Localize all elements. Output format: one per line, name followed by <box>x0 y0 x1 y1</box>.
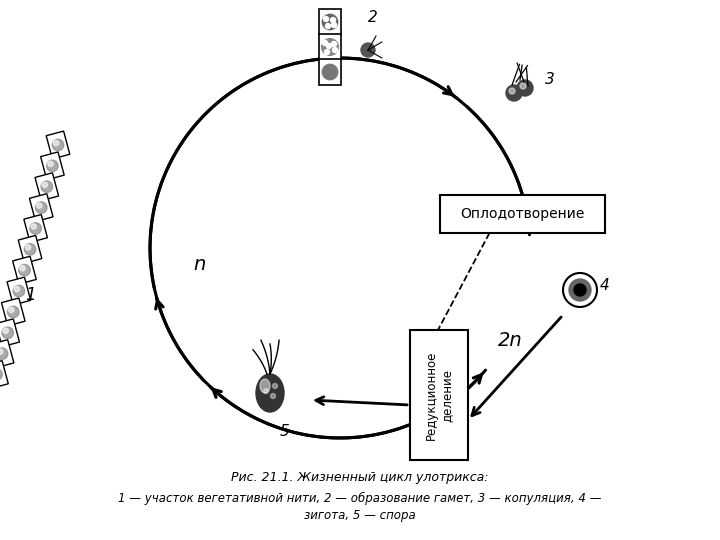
Text: 1 — участок вегетативной нити, 2 — образование гамет, 3 — копуляция, 4 —: 1 — участок вегетативной нити, 2 — образ… <box>118 491 602 504</box>
Circle shape <box>569 279 591 301</box>
Polygon shape <box>0 361 9 388</box>
Circle shape <box>24 244 36 255</box>
Circle shape <box>25 245 31 250</box>
Circle shape <box>9 307 14 313</box>
Circle shape <box>323 40 328 45</box>
Circle shape <box>30 222 41 234</box>
Text: Редукционное
деление: Редукционное деление <box>425 350 454 440</box>
Circle shape <box>3 328 9 334</box>
Circle shape <box>322 39 338 56</box>
Ellipse shape <box>260 379 270 393</box>
Circle shape <box>7 306 19 318</box>
Circle shape <box>19 265 30 276</box>
Circle shape <box>331 23 336 28</box>
Bar <box>319 9 341 35</box>
Circle shape <box>361 43 375 57</box>
Circle shape <box>47 160 58 172</box>
Circle shape <box>2 327 14 339</box>
Circle shape <box>326 44 331 49</box>
Circle shape <box>37 203 42 208</box>
Polygon shape <box>13 256 36 284</box>
Text: Оплодотворение: Оплодотворение <box>460 207 585 221</box>
Circle shape <box>264 388 269 394</box>
Bar <box>319 59 341 85</box>
Circle shape <box>13 285 24 297</box>
Circle shape <box>517 80 533 96</box>
Circle shape <box>0 369 2 380</box>
Circle shape <box>325 24 330 29</box>
Circle shape <box>271 394 276 399</box>
Bar <box>410 330 468 460</box>
Circle shape <box>41 181 53 192</box>
Circle shape <box>0 349 3 354</box>
Circle shape <box>506 85 522 101</box>
Polygon shape <box>1 298 25 326</box>
Circle shape <box>323 14 338 30</box>
Polygon shape <box>18 235 42 263</box>
Circle shape <box>520 83 526 89</box>
Circle shape <box>31 224 36 229</box>
Circle shape <box>325 50 330 55</box>
Polygon shape <box>0 319 19 347</box>
Text: 2n: 2n <box>498 330 523 349</box>
Circle shape <box>333 48 338 52</box>
Text: 3: 3 <box>545 72 554 87</box>
Text: n: n <box>194 255 206 274</box>
Circle shape <box>330 17 336 23</box>
Text: Рис. 21.1. Жизненный цикл улотрикса:: Рис. 21.1. Жизненный цикл улотрикса: <box>231 471 489 484</box>
Circle shape <box>323 64 338 80</box>
Text: 4: 4 <box>600 278 610 293</box>
Circle shape <box>574 284 586 296</box>
Circle shape <box>509 88 515 94</box>
Text: зигота, 5 — спора: зигота, 5 — спора <box>304 510 416 523</box>
Polygon shape <box>46 131 70 159</box>
Circle shape <box>331 42 336 46</box>
Circle shape <box>53 139 64 151</box>
Circle shape <box>272 383 277 388</box>
Circle shape <box>0 348 8 360</box>
Circle shape <box>19 266 25 271</box>
Circle shape <box>42 182 48 187</box>
Text: 2: 2 <box>368 10 378 25</box>
Polygon shape <box>24 214 48 242</box>
Polygon shape <box>40 152 64 180</box>
Circle shape <box>14 286 19 292</box>
Polygon shape <box>7 277 31 305</box>
Circle shape <box>323 17 328 22</box>
Polygon shape <box>0 340 14 368</box>
Circle shape <box>35 202 47 213</box>
Bar <box>440 195 605 233</box>
Polygon shape <box>30 194 53 221</box>
Circle shape <box>48 161 53 166</box>
Polygon shape <box>35 173 58 201</box>
Ellipse shape <box>256 374 284 412</box>
Circle shape <box>53 140 59 146</box>
Bar <box>319 34 341 60</box>
Text: 5: 5 <box>280 424 290 440</box>
Text: 1: 1 <box>24 286 35 304</box>
